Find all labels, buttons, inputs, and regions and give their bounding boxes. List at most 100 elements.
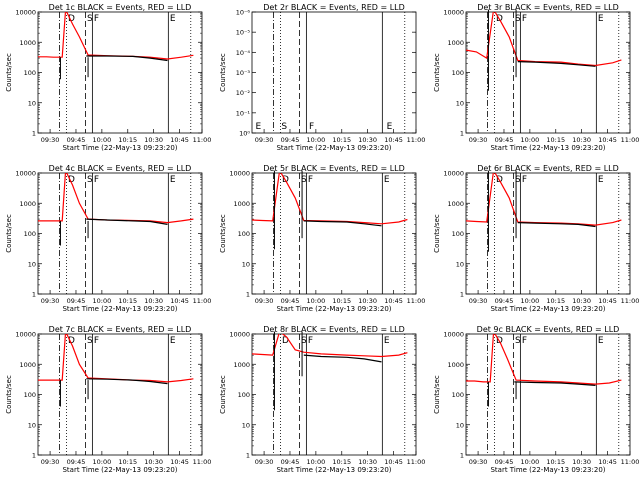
x-tick-label: 10:30 xyxy=(358,458,377,466)
panel-3: Det 3r BLACK = Events, RED = LLD 1 10 100 10… xyxy=(433,3,639,152)
y-tick-label: 1 xyxy=(246,452,250,460)
x-tick-label: 09:45 xyxy=(67,458,86,466)
y-tick-label: 100 xyxy=(24,69,36,77)
y-axis-label: Counts/sec xyxy=(433,214,441,253)
y-tick-label: 10000 xyxy=(443,9,464,17)
x-tick-label: 10:00 xyxy=(521,458,540,466)
x-tick-label: 11:00 xyxy=(407,136,426,144)
panel-title: Det 6r BLACK = Events, RED = LLD xyxy=(477,164,619,173)
marker-label: S xyxy=(515,14,521,24)
panel-title: Det 8r BLACK = Events, RED = LLD xyxy=(263,325,405,334)
y-tick-label: 1000 xyxy=(447,200,464,208)
y-axis-label: Counts/sec xyxy=(433,375,441,414)
y-tick-label: 10 xyxy=(242,421,250,429)
y-tick-label: 1000 xyxy=(19,200,36,208)
marker-label: S xyxy=(515,175,521,185)
events-series-line xyxy=(86,218,168,225)
x-tick-label: 09:30 xyxy=(41,297,60,305)
x-tick-label: 10:30 xyxy=(572,458,591,466)
x-tick-label: 10:45 xyxy=(598,136,617,144)
x-axis-label: Start Time (22-May-13 09:23:20) xyxy=(62,144,177,152)
x-tick-label: 11:00 xyxy=(193,297,212,305)
marker-label: F xyxy=(94,14,99,24)
marker-label: E xyxy=(598,175,604,185)
x-tick-label: 10:15 xyxy=(118,297,137,305)
marker-label: F xyxy=(94,175,99,185)
y-tick-label: 1000 xyxy=(233,200,250,208)
panel-8: Det 8r BLACK = Events, RED = LLD 1 10 100 10… xyxy=(219,325,425,474)
marker-label: D xyxy=(68,14,75,24)
lld-series-line xyxy=(38,173,194,224)
marker-label: F xyxy=(309,122,314,132)
events-series-line xyxy=(303,220,382,227)
x-tick-label: 10:30 xyxy=(572,297,591,305)
x-tick-label: 09:30 xyxy=(255,297,274,305)
x-tick-label: 10:45 xyxy=(598,297,617,305)
marker-label: E xyxy=(170,14,176,24)
plot-frame xyxy=(251,11,417,134)
plot-frame xyxy=(37,11,203,134)
x-tick-label: 09:30 xyxy=(41,136,60,144)
y-axis-label: Counts/sec xyxy=(433,53,441,92)
y-tick-label: 1 xyxy=(246,291,250,299)
y-tick-label: 1 xyxy=(32,130,36,138)
x-tick-label: 10:15 xyxy=(332,458,351,466)
y-axis-label: Counts/sec xyxy=(219,53,227,92)
events-series-line xyxy=(517,61,596,67)
y-tick-label: 1000 xyxy=(447,39,464,47)
panel-title: Det 9c BLACK = Events, RED = LLD xyxy=(477,325,620,334)
lld-series-line xyxy=(38,12,194,60)
y-axis-label: Counts/sec xyxy=(5,375,13,414)
x-tick-label: 11:00 xyxy=(407,458,426,466)
y-tick-label: 10000 xyxy=(15,331,36,339)
panel-title: Det 4c BLACK = Events, RED = LLD xyxy=(49,164,192,173)
x-tick-label: 10:30 xyxy=(358,297,377,305)
x-axis-label: Start Time (22-May-13 09:23:20) xyxy=(276,305,391,313)
y-tick-label: 100 xyxy=(24,230,36,238)
y-tick-label: 1000 xyxy=(233,361,250,369)
y-tick-label: 10⁰ xyxy=(239,130,250,138)
x-tick-label: 10:15 xyxy=(546,458,565,466)
x-tick-label: 10:45 xyxy=(170,458,189,466)
plot-frame xyxy=(37,172,203,295)
lld-series-line xyxy=(466,173,622,226)
y-tick-label: 1 xyxy=(32,291,36,299)
x-tick-label: 10:15 xyxy=(118,136,137,144)
y-tick-label: 100 xyxy=(452,69,464,77)
x-tick-label: 10:45 xyxy=(384,297,403,305)
x-tick-label: 09:45 xyxy=(495,458,514,466)
x-tick-label: 09:45 xyxy=(281,458,300,466)
marker-label: D xyxy=(68,336,75,346)
y-tick-label: 10 xyxy=(456,260,464,268)
x-tick-label: 10:00 xyxy=(307,458,326,466)
x-tick-label: 10:00 xyxy=(93,297,112,305)
events-series-line xyxy=(517,222,596,228)
marker-label: F xyxy=(308,336,313,346)
y-axis-label: Counts/sec xyxy=(5,214,13,253)
y-tick-label: 10 xyxy=(28,99,36,107)
y-tick-label: 10000 xyxy=(443,331,464,339)
panel-1: Det 1c BLACK = Events, RED = LLD 1 10 100 10… xyxy=(5,3,211,152)
marker-label: D xyxy=(282,336,289,346)
y-tick-label: 100 xyxy=(452,391,464,399)
events-series-line xyxy=(86,55,168,62)
marker-label: E xyxy=(387,122,393,132)
x-tick-label: 11:00 xyxy=(621,458,640,466)
x-tick-label: 10:30 xyxy=(144,458,163,466)
marker-label: S xyxy=(301,336,307,346)
x-tick-label: 09:30 xyxy=(255,458,274,466)
x-tick-label: 10:45 xyxy=(384,136,403,144)
y-tick-label: 10⁻⁶ xyxy=(236,9,251,17)
x-tick-label: 10:00 xyxy=(307,297,326,305)
x-tick-label: 09:45 xyxy=(67,297,86,305)
x-tick-label: 10:15 xyxy=(332,297,351,305)
marker-label: S xyxy=(87,14,93,24)
marker-label: E xyxy=(598,336,604,346)
x-axis-label: Start Time (22-May-13 09:23:20) xyxy=(276,466,391,474)
y-tick-label: 10 xyxy=(28,421,36,429)
x-tick-label: 10:00 xyxy=(307,136,326,144)
events-series-line xyxy=(303,354,382,363)
y-tick-label: 1 xyxy=(460,452,464,460)
panel-title: Det 1c BLACK = Events, RED = LLD xyxy=(49,3,192,12)
